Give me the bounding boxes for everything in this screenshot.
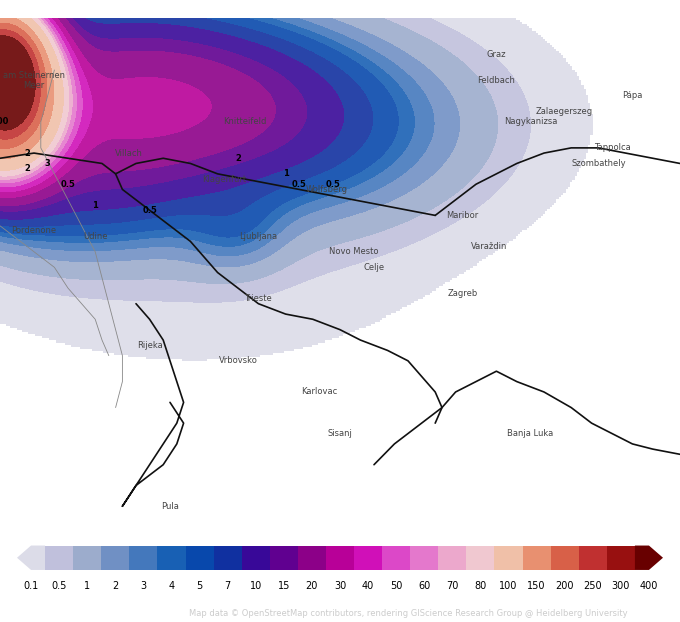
Bar xyxy=(551,545,579,570)
Text: 60: 60 xyxy=(418,582,430,592)
Text: 200: 200 xyxy=(556,582,574,592)
Bar xyxy=(466,545,494,570)
Text: Sisanj: Sisanj xyxy=(328,429,352,438)
Text: 0.5: 0.5 xyxy=(142,206,157,215)
Text: 15: 15 xyxy=(277,582,290,592)
Text: 0.5: 0.5 xyxy=(52,582,67,592)
Text: 40: 40 xyxy=(362,582,374,592)
Bar xyxy=(579,545,607,570)
Text: 0.5: 0.5 xyxy=(61,180,75,188)
Polygon shape xyxy=(17,545,45,570)
Bar xyxy=(354,545,382,570)
Text: Celje: Celje xyxy=(363,263,385,272)
Bar xyxy=(241,545,270,570)
Text: 7: 7 xyxy=(224,582,231,592)
Bar xyxy=(522,545,551,570)
Text: 250: 250 xyxy=(583,582,602,592)
Text: 10: 10 xyxy=(250,582,262,592)
Text: Novo Mesto: Novo Mesto xyxy=(329,248,378,256)
Text: Graz: Graz xyxy=(487,50,506,59)
Text: Maribor: Maribor xyxy=(446,211,479,220)
Text: 20: 20 xyxy=(306,582,318,592)
Bar xyxy=(326,545,354,570)
Text: Nagykanizsа: Nagykanizsа xyxy=(504,118,557,126)
Text: Feldbach: Feldbach xyxy=(477,76,515,85)
Bar xyxy=(73,545,101,570)
Text: 400: 400 xyxy=(640,582,658,592)
Bar xyxy=(410,545,439,570)
Text: Vrbovsko: Vrbovsko xyxy=(218,356,258,365)
Text: 1: 1 xyxy=(84,582,90,592)
Bar xyxy=(607,545,635,570)
Text: Map data © OpenStreetMap contributors, rendering GIScience Research Group @ Heid: Map data © OpenStreetMap contributors, r… xyxy=(188,609,628,618)
Text: This service is based on data and products of the European Centre for Medium-ran: This service is based on data and produc… xyxy=(3,4,562,14)
Text: Szombathely: Szombathely xyxy=(571,159,626,168)
Bar xyxy=(298,545,326,570)
Text: Zalaegerszeg: Zalaegerszeg xyxy=(536,107,593,116)
Text: 30: 30 xyxy=(334,582,346,592)
Text: Karlovac: Karlovac xyxy=(301,388,338,396)
Text: 2: 2 xyxy=(24,164,30,173)
Text: Ljubljana: Ljubljana xyxy=(239,231,277,241)
Text: 80: 80 xyxy=(475,582,487,592)
Text: Wolfsberg: Wolfsberg xyxy=(305,185,347,194)
Text: 100: 100 xyxy=(499,582,517,592)
Text: 70: 70 xyxy=(446,582,458,592)
Text: 200: 200 xyxy=(0,118,9,126)
Text: 0.1: 0.1 xyxy=(23,582,39,592)
Bar xyxy=(494,545,522,570)
Text: 5: 5 xyxy=(197,582,203,592)
Text: 50: 50 xyxy=(390,582,403,592)
Text: Varaždin: Varaždin xyxy=(471,242,508,251)
Text: Rijeka: Rijeka xyxy=(137,341,163,350)
Text: Knitteifeld: Knitteifeld xyxy=(223,118,267,126)
Bar xyxy=(158,545,186,570)
Text: 150: 150 xyxy=(528,582,546,592)
Text: Tappolca: Tappolca xyxy=(594,144,630,152)
Text: 1: 1 xyxy=(92,200,98,210)
Text: 2: 2 xyxy=(112,582,118,592)
Text: am Steinernen
Meer: am Steinernen Meer xyxy=(3,71,65,90)
Text: Pápa: Pápa xyxy=(622,91,643,100)
Text: 2: 2 xyxy=(24,149,30,157)
Bar xyxy=(129,545,158,570)
Bar xyxy=(214,545,241,570)
Text: Udine: Udine xyxy=(83,231,107,241)
Text: 1: 1 xyxy=(283,169,288,179)
Text: Pula: Pula xyxy=(161,502,179,511)
Bar xyxy=(101,545,129,570)
Bar xyxy=(382,545,410,570)
Text: Zagreb: Zagreb xyxy=(447,289,477,298)
Text: 2: 2 xyxy=(235,154,241,163)
Text: 0.5: 0.5 xyxy=(326,180,341,188)
Text: Trieste: Trieste xyxy=(245,294,272,303)
Text: 4: 4 xyxy=(169,582,175,592)
Text: 300: 300 xyxy=(612,582,630,592)
Text: 0.5: 0.5 xyxy=(292,180,307,188)
Text: 3: 3 xyxy=(140,582,146,592)
Text: Pordenone: Pordenone xyxy=(12,226,56,236)
Text: Banja Luka: Banja Luka xyxy=(507,429,554,438)
Bar xyxy=(186,545,214,570)
Text: Klagenfurt: Klagenfurt xyxy=(203,175,246,183)
Bar xyxy=(45,545,73,570)
Polygon shape xyxy=(635,545,663,570)
Text: 3: 3 xyxy=(45,159,50,168)
Bar xyxy=(439,545,466,570)
Text: Villach: Villach xyxy=(116,149,143,157)
Bar xyxy=(270,545,298,570)
